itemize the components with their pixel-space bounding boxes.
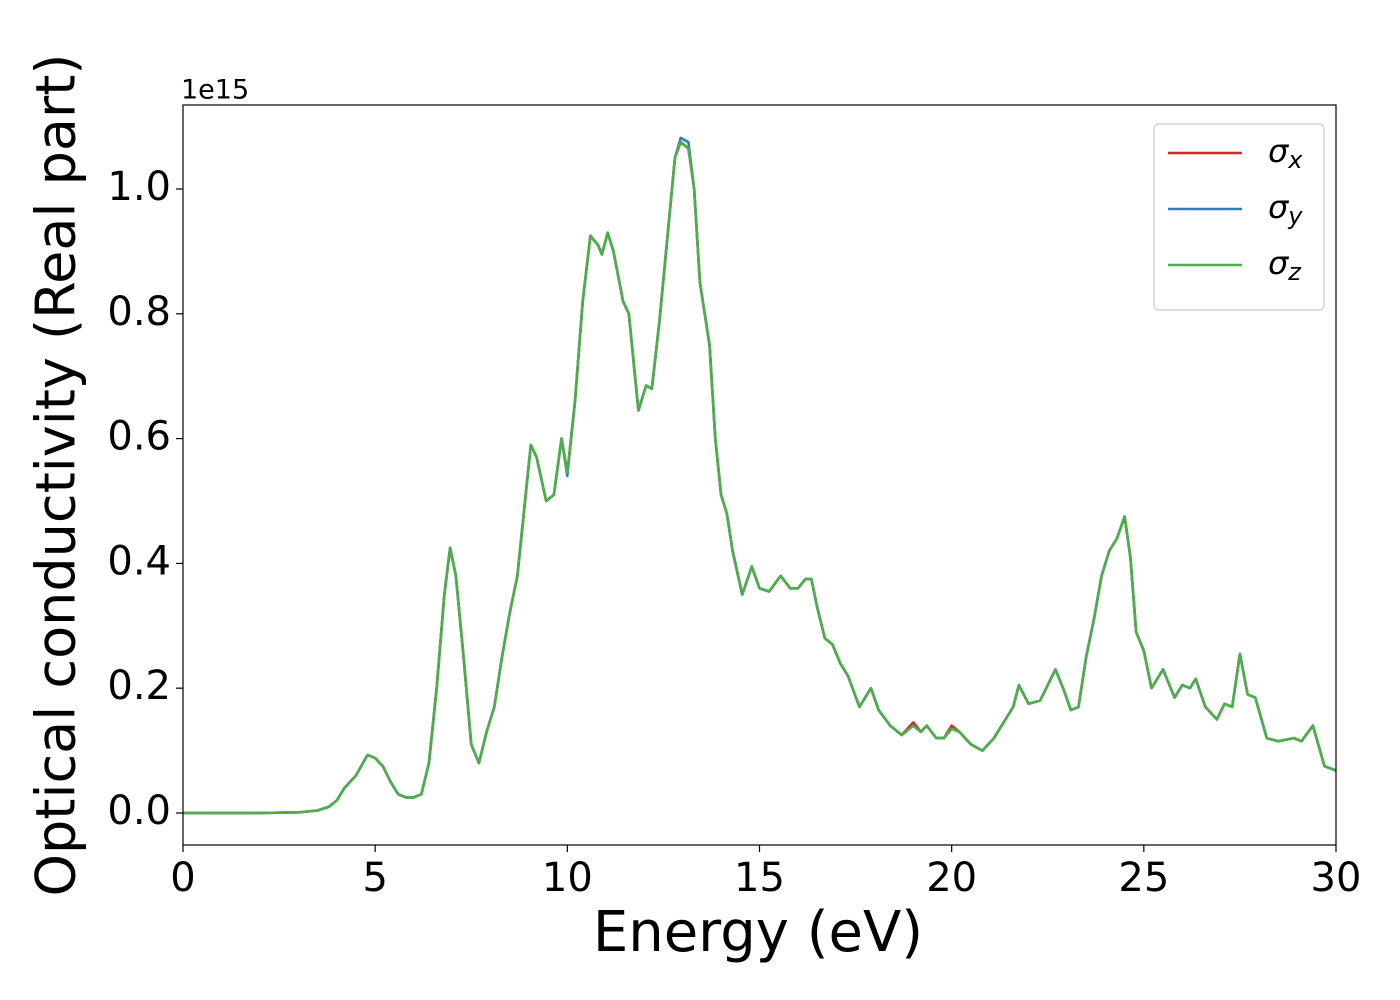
x-tick-label: 20 [926,855,977,901]
x-tick-label: 30 [1311,855,1362,901]
x-tick-label: 15 [734,855,785,901]
y-tick-label: 0.0 [107,788,171,834]
series-line [183,140,1336,815]
legend-label: σx [1268,132,1303,174]
legend-label: σz [1268,244,1302,286]
y-axis-label: Optical conductivity (Real part) [25,54,88,897]
legend-label: σy [1268,188,1303,230]
x-tick-label: 5 [362,855,387,901]
plot-frame [182,104,1337,846]
x-axis-label: Energy (eV) [593,900,923,965]
y-tick-label: 0.2 [107,663,171,709]
y-tick-label: 0.8 [107,289,171,335]
x-tick-label: 0 [170,855,195,901]
legend-box [1153,123,1325,311]
y-tick-label: 0.6 [107,414,171,460]
y-tick-label: 1.0 [107,164,171,210]
y-tick-label: 0.4 [107,538,171,584]
x-tick-label: 25 [1118,855,1169,901]
y-offset-text: 1e15 [181,75,249,106]
x-tick-label: 10 [542,855,593,901]
